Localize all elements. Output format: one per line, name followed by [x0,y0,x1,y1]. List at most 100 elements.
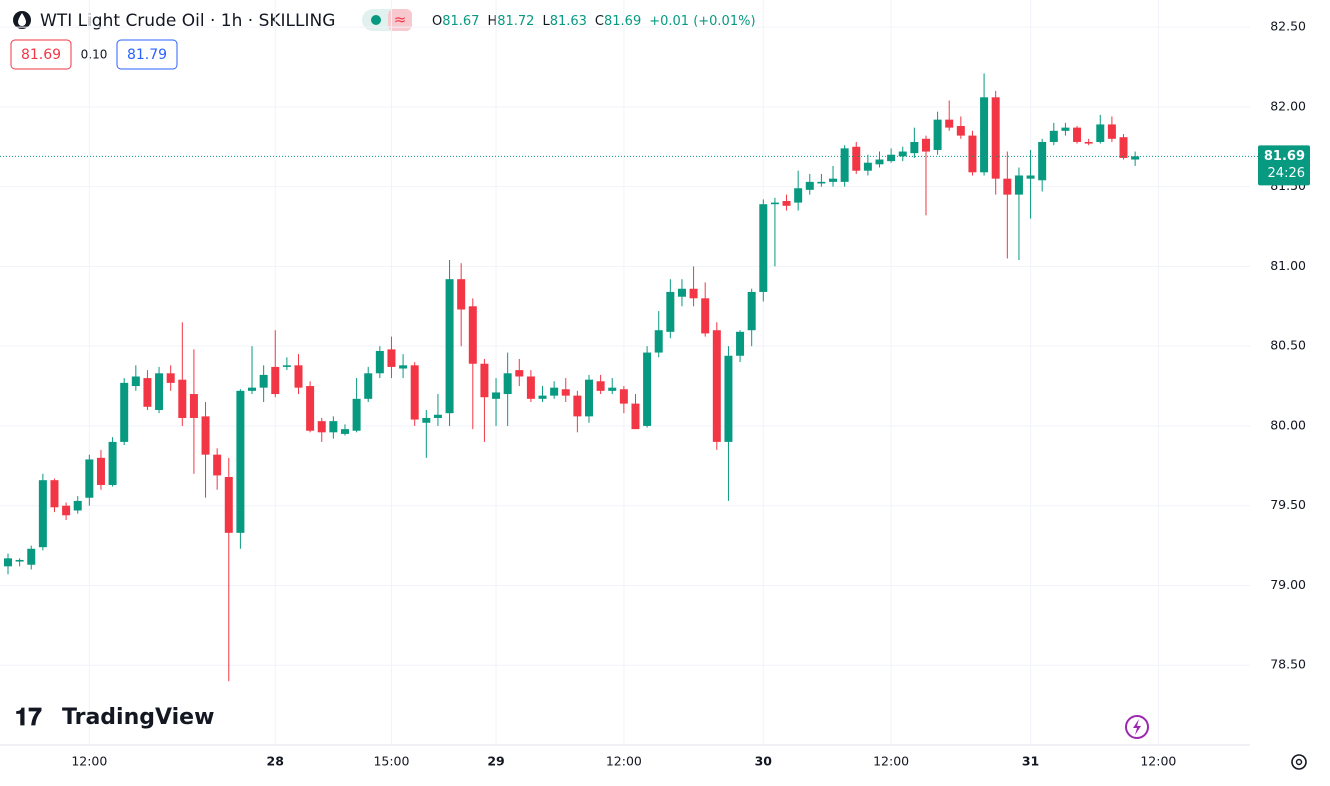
candle-body [352,398,361,431]
x-tick-label: 29 [487,754,504,769]
countdown: 24:26 [1268,166,1305,181]
candle-body [921,138,930,152]
candle-body [689,288,698,299]
ohlc-label: H [487,14,497,29]
candle-body [108,441,117,485]
candle-body [643,352,652,426]
candle-body [956,126,965,136]
x-tick-label: 12:00 [71,754,107,769]
candle-body [840,148,849,182]
candle-body [1096,124,1105,142]
candle-body [480,363,489,398]
candle-body [492,392,501,399]
candle-body [968,135,977,173]
candle-body [317,421,326,433]
y-tick-label: 81.00 [1270,258,1306,273]
candle-body [817,181,826,184]
candle-body [515,370,524,377]
candle-body [805,181,814,190]
ohlc-value: 81.69 [604,14,641,29]
candle-body [399,365,408,369]
candle-body [1003,178,1012,195]
x-tick-label: 28 [267,754,284,769]
market-open-dot [371,15,381,25]
drop-icon [18,13,26,26]
candle-body [736,331,745,356]
candle-body [38,480,47,548]
delay-pill[interactable] [388,9,412,31]
candle-body [794,188,803,203]
candle-body [27,548,36,565]
candle-body [166,373,175,383]
candle-body [596,381,605,391]
candle-body [1131,156,1140,160]
bid-box[interactable] [10,39,72,70]
candle-body [1049,130,1058,142]
alert-icon[interactable] [1125,715,1149,739]
x-tick-label: 12:00 [606,754,642,769]
candle-body [224,476,233,533]
ohlc-label: C [595,14,604,29]
candle-body [701,298,710,334]
candle-body [573,395,582,417]
candle-body [15,559,24,562]
settings-icon[interactable] [1291,754,1307,770]
last-price-tag [1258,145,1310,186]
alert-bolt [1133,719,1141,735]
candle-body [980,97,989,173]
candle-body [677,288,686,297]
candle-body [782,201,791,206]
y-tick-label: 78.50 [1270,657,1306,672]
candle-body [898,151,907,157]
brand: TradingView [62,705,214,730]
candle-body [259,374,268,388]
bid-price: 81.69 [21,47,61,63]
candle-body [62,505,71,516]
ohlc-value: 81.63 [550,14,587,29]
settings-hub [1295,758,1303,766]
candle-body [1038,141,1047,181]
ohlc-label: L [542,14,550,29]
candle-body [724,355,733,442]
candle-body [433,414,442,418]
y-tick-label: 80.00 [1270,417,1306,432]
logo-mark: 𝟏𝟕 [15,703,42,731]
candle-body [1061,127,1070,131]
y-tick-label: 82.50 [1270,19,1306,34]
ask-box[interactable] [116,39,178,70]
candle-body [852,146,861,171]
candle-body [1119,137,1128,158]
ohlc-label: O [432,14,442,29]
ohlc-change: +0.01 (+0.01%) [649,14,755,29]
candle-body [829,178,838,182]
candle-body [759,204,768,292]
last-price: 81.69 [1264,149,1305,164]
candle-body [538,395,547,399]
y-tick-label: 79.00 [1270,577,1306,592]
candle-body [85,459,94,498]
candle-body [550,387,559,396]
candle-body [294,365,303,388]
candle-body [1084,141,1093,144]
y-tick-label: 80.50 [1270,338,1306,353]
candle-body [747,291,756,331]
candle-body [770,202,779,205]
candle-body [201,416,210,455]
candle-body [457,279,466,310]
candle-body [526,376,535,399]
candle-body [96,457,105,485]
candle-body [1107,124,1116,139]
candle-body [248,387,257,391]
candle-body [73,500,82,511]
delay-icon: ≈ [394,11,407,29]
candle-body [282,365,291,367]
candle-body [654,330,663,353]
candle-body [619,389,628,404]
candle-body [1073,127,1082,142]
chart-title: WTI Light Crude Oil · 1h · SKILLING [40,11,335,31]
candle-body [120,382,129,442]
candle-body [1026,175,1035,179]
candle-body [608,387,617,391]
legend-header: WTI Light Crude Oil · 1h · SKILLING ≈ O 8… [10,9,756,70]
